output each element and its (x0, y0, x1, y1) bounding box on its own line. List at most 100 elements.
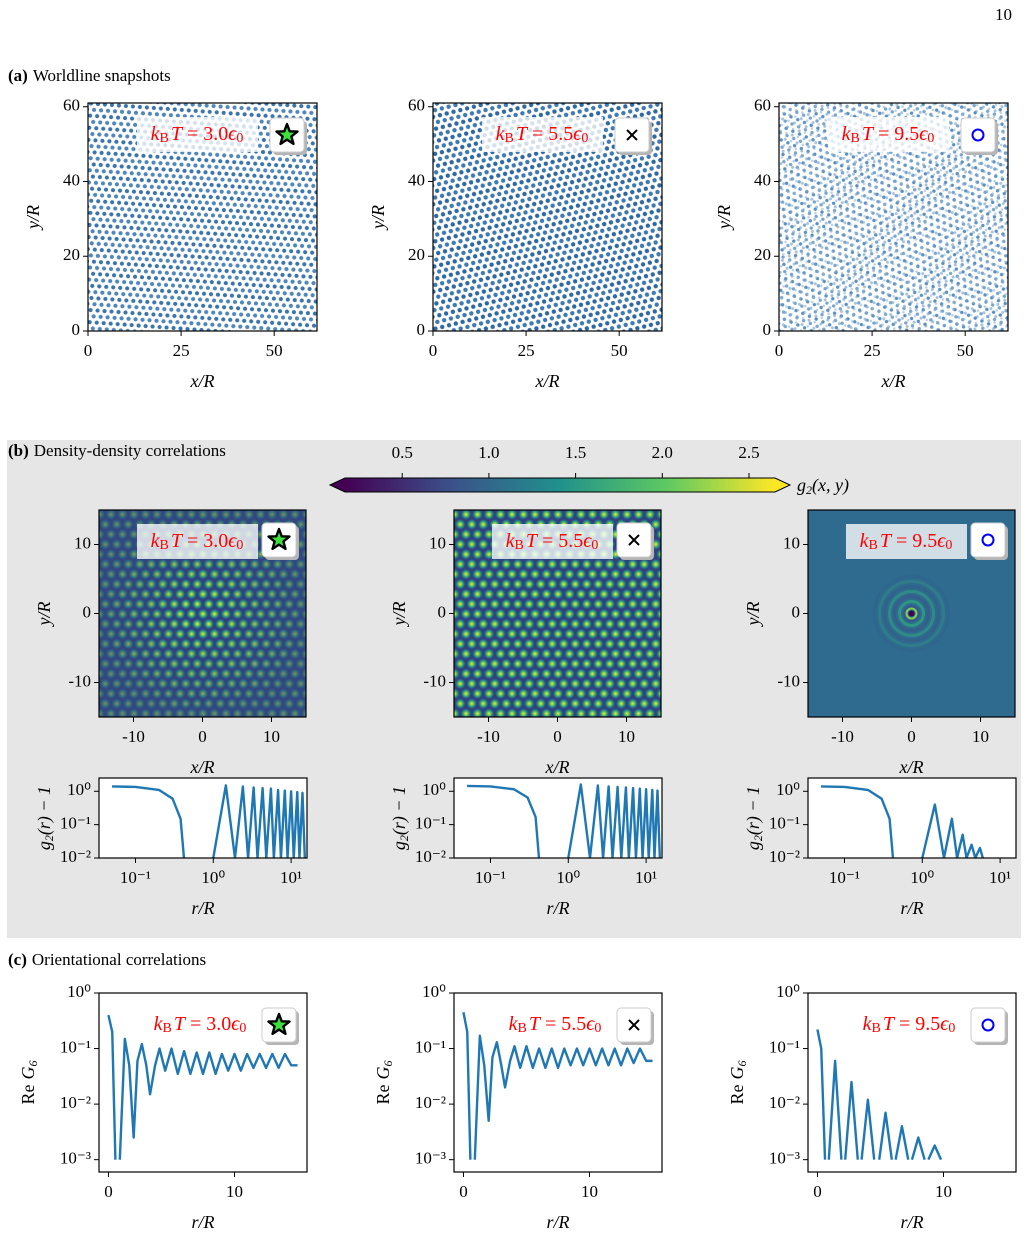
y-tick-label: 10⁰ (422, 982, 446, 1001)
temperature-annotation: kB T = 5.5ϵ0 (506, 530, 599, 554)
g2-plot: 10⁻¹ 10⁰ 10¹ 10⁻² 10⁻¹ 10⁰ r/R g2(r) − 1 (389, 777, 663, 918)
g2-plot: 10⁻¹ 10⁰ 10¹ 10⁻² 10⁻¹ 10⁰ r/R g2(r) − 1 (34, 777, 308, 918)
temperature-annotation: kB T = 9.5ϵ0 (860, 530, 953, 554)
temp-k: k (509, 1013, 519, 1035)
y-axis-label-part: Re (18, 1084, 38, 1104)
heatmap-ring (888, 590, 935, 637)
temp-t: T (883, 1013, 896, 1035)
y-tick-label: 40 (408, 170, 425, 189)
x-tick-label: 0 (104, 1182, 113, 1201)
axes-frame (98, 992, 308, 1173)
x-tick-label: 25 (173, 341, 190, 360)
y-tick-label: 10 (74, 533, 91, 552)
temp-sub: B (163, 1021, 172, 1036)
temp-sub: 0 (239, 1021, 246, 1036)
y-tick-label: 10⁰ (67, 780, 91, 799)
temp-eq: = (182, 123, 203, 145)
y-axis-label-part: 6 (381, 1061, 395, 1067)
temp-sub: 0 (948, 1021, 955, 1036)
annotation-box (492, 524, 613, 559)
axes-frame (453, 992, 663, 1173)
heatmap-ring (903, 605, 920, 622)
colorbar-tick-label: 1.0 (478, 443, 499, 462)
temp-value: 5.5 (558, 530, 583, 552)
temp-sub: 0 (927, 131, 934, 146)
temperature-annotation: kB T = 5.5ϵ0 (496, 123, 589, 147)
x-tick-label: 10⁻¹ (475, 868, 506, 887)
y-tick-label: 10⁻² (415, 1093, 446, 1112)
heatmap-ring (893, 595, 930, 632)
heatmap-ring (898, 600, 925, 627)
y-tick-label: 10⁻³ (769, 1149, 800, 1168)
x-axis-label: r/R (546, 1212, 569, 1232)
y-axis-label: g2(r) − 1 (34, 786, 56, 850)
temperature-annotation: kB T = 3.0ϵ0 (154, 1013, 247, 1037)
axes-frame (453, 509, 662, 718)
colorbar-label: g2(x, y) (797, 475, 849, 497)
panel-b-heading: (b) Density-density correlations (8, 441, 226, 460)
colorbar: 0.5 1.0 1.5 2.0 2.5 g2(x, y) (328, 443, 849, 497)
y-axis-label-part: 6 (26, 1061, 40, 1067)
y-tick-label: 10⁰ (67, 982, 91, 1001)
y-axis-label-part: 2 (751, 835, 765, 841)
y-tick-label: 10⁻¹ (415, 814, 446, 833)
marker-circle (981, 1018, 995, 1032)
temp-t: T (171, 123, 184, 145)
temp-k: k (154, 1013, 164, 1035)
colorbar-label-part: g (797, 475, 806, 495)
temp-t: T (526, 530, 539, 552)
curve (821, 785, 985, 858)
temp-sub: B (505, 131, 514, 146)
y-tick-label: 10⁻¹ (769, 814, 800, 833)
y-tick-label: 20 (63, 245, 80, 264)
x-tick-label: 0 (198, 727, 207, 746)
temp-eps: ϵ (231, 1013, 240, 1035)
x-tick-label: 10 (263, 727, 280, 746)
axes-frame (87, 102, 318, 332)
marker-star (267, 1012, 291, 1036)
y-tick-label: 10 (429, 533, 446, 552)
temp-sub: 0 (591, 538, 598, 553)
x-tick-label: 10 (618, 727, 635, 746)
y-axis-label: y/R (34, 602, 54, 628)
x-tick-label: 50 (266, 341, 283, 360)
marker-box (970, 1007, 1006, 1043)
y-tick-label: 60 (754, 96, 771, 115)
marker-star (267, 527, 291, 551)
temp-t: T (862, 123, 875, 145)
x-tick-label: 50 (611, 341, 628, 360)
x-axis-label: r/R (191, 1212, 214, 1232)
y-tick-label: -10 (423, 671, 446, 690)
colorbar-tick-label: 2.0 (652, 443, 673, 462)
y-tick-label: 60 (63, 96, 80, 115)
marker-box (970, 522, 1006, 558)
x-tick-label: 10¹ (989, 868, 1011, 887)
temperature-annotation: kB T = 3.0ϵ0 (151, 530, 244, 554)
marker-circle (971, 128, 985, 142)
x-axis-label: r/R (191, 898, 214, 918)
y-axis-label: g2(r) − 1 (743, 786, 765, 850)
annotation-box (137, 117, 258, 152)
y-axis-label: Re G6 (727, 1061, 749, 1105)
temp-eps: ϵ (573, 123, 582, 145)
panel-label: (a) (8, 66, 28, 85)
g2-plot: 10⁻¹ 10⁰ 10¹ 10⁻² 10⁻¹ 10⁰ r/R g2(r) − 1 (743, 777, 1017, 918)
panel-title: Orientational correlations (32, 950, 206, 969)
temp-sub: 0 (594, 1021, 601, 1036)
temp-eps: ϵ (228, 123, 237, 145)
x-tick-label: 0 (775, 341, 784, 360)
x-tick-label: 10⁰ (556, 868, 580, 887)
y-tick-label: 20 (408, 245, 425, 264)
marker-star (275, 122, 299, 146)
panel-title: Worldline snapshots (33, 66, 171, 85)
colorbar-tick-label: 0.5 (392, 443, 413, 462)
y-axis-label: y/R (743, 602, 763, 628)
x-axis-label: x/R (535, 371, 560, 391)
x-tick-label: 0 (907, 727, 916, 746)
axes-frame (98, 509, 307, 718)
temp-k: k (496, 123, 506, 145)
y-axis-label-part: (r) − 1 (389, 786, 410, 835)
